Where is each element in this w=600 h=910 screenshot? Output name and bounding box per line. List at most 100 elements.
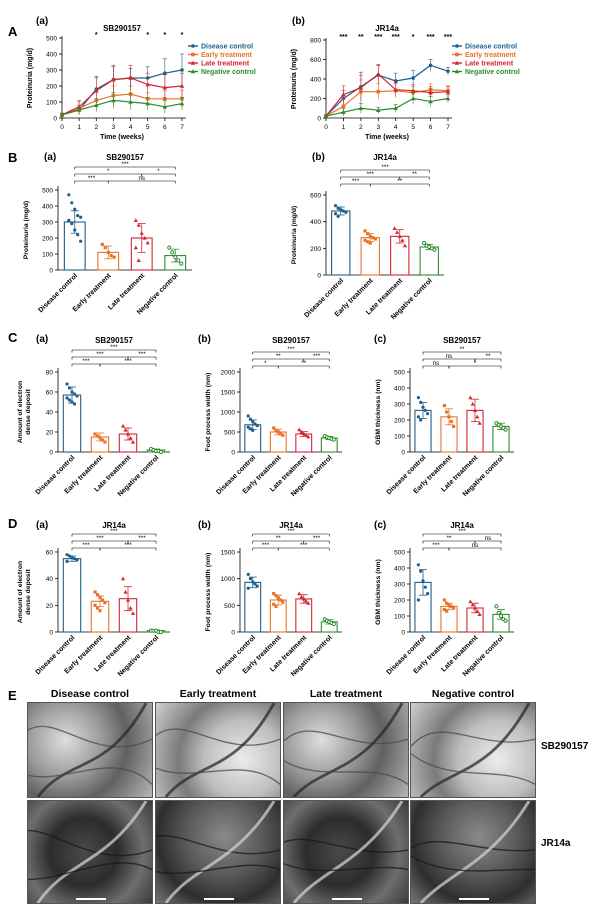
membrane-curve xyxy=(36,801,148,903)
data-point xyxy=(470,602,475,607)
data-point xyxy=(93,102,99,107)
data-point xyxy=(299,429,304,434)
y-tick-label: 0 xyxy=(401,450,405,457)
data-point xyxy=(109,254,113,258)
bar-negative-control: Negative control xyxy=(117,628,166,678)
y-tick-label: 500 xyxy=(224,430,235,437)
data-point xyxy=(246,425,250,429)
series-negative-control xyxy=(59,92,185,117)
y-tick-label: 300 xyxy=(42,220,53,227)
chart-title: JR14a xyxy=(450,521,474,530)
significance-label: *** xyxy=(300,542,308,549)
section-label-b: B xyxy=(8,150,17,165)
data-point xyxy=(393,105,399,111)
data-point xyxy=(248,417,253,421)
panel-letter: (c) xyxy=(374,520,386,531)
data-point xyxy=(72,392,77,396)
data-point xyxy=(98,436,102,440)
y-tick-label: 300 xyxy=(394,582,405,589)
significance-bracket: *** xyxy=(252,346,330,355)
significance-label: *** xyxy=(138,351,146,358)
data-point xyxy=(128,435,133,440)
significance-bracket: ** xyxy=(252,535,305,544)
y-axis-label: Amount of electron xyxy=(17,381,24,443)
data-point xyxy=(103,246,107,250)
data-point xyxy=(341,104,346,109)
y-tick-label: 2000 xyxy=(221,370,236,377)
data-point xyxy=(468,599,473,604)
significance-label: *** xyxy=(313,353,321,360)
significance-label: ** xyxy=(397,178,402,185)
significance-label: ** xyxy=(412,171,417,178)
panel-letter: (b) xyxy=(292,16,305,27)
y-tick-label: 20 xyxy=(46,430,54,437)
y-axis-label: Proteinuria (mg/d) xyxy=(291,206,298,265)
data-point xyxy=(70,222,74,226)
data-point xyxy=(400,238,405,242)
data-point xyxy=(419,418,423,422)
data-point xyxy=(306,434,311,439)
data-point xyxy=(445,410,449,414)
significance-bracket: * xyxy=(252,360,279,369)
membrane-curve xyxy=(28,767,152,785)
data-point xyxy=(251,580,255,584)
panel-letter: (b) xyxy=(312,152,325,163)
panel-letter: (b) xyxy=(198,334,211,345)
data-point xyxy=(341,209,345,213)
panel-letter: (a) xyxy=(36,16,48,27)
data-point xyxy=(111,98,116,103)
data-point xyxy=(103,440,107,444)
legend-marker xyxy=(454,60,460,65)
data-point xyxy=(428,90,433,95)
data-point xyxy=(253,422,257,426)
x-tick-label: 0 xyxy=(60,124,64,131)
y-axis-label: Foot process width (nm) xyxy=(205,553,212,632)
legend-entry: Early treatment xyxy=(465,52,517,59)
data-point xyxy=(130,439,136,444)
data-point xyxy=(281,433,285,437)
y-tick-label: 0 xyxy=(317,273,321,280)
series-negative-control xyxy=(323,92,451,118)
data-point xyxy=(392,226,397,230)
membrane-curve xyxy=(28,829,152,857)
significance-label: *** xyxy=(262,542,270,549)
data-point xyxy=(301,431,306,436)
significance-label: *** xyxy=(82,542,90,549)
data-point xyxy=(426,412,430,416)
micrograph-jr14a-early-treatment xyxy=(155,800,281,904)
data-point xyxy=(76,107,82,112)
significance-label: *** xyxy=(110,528,118,535)
significance-bracket: *** xyxy=(74,161,176,170)
significance-bracket: *** xyxy=(71,542,101,551)
data-point xyxy=(75,394,79,398)
data-point xyxy=(503,427,508,432)
y-axis-label: Foot process width (nm) xyxy=(205,373,212,452)
y-tick-label: 300 xyxy=(46,68,57,75)
x-tick-label: 0 xyxy=(324,124,328,131)
micrograph-column-title: Early treatment xyxy=(179,688,257,700)
bar xyxy=(331,210,351,276)
legend-marker xyxy=(191,44,195,48)
data-point xyxy=(179,261,184,266)
y-axis-label: Amount of electron xyxy=(17,561,24,623)
panel-letter: (a) xyxy=(36,520,48,531)
data-point xyxy=(98,595,102,599)
data-point xyxy=(375,71,381,76)
significance-label: ns xyxy=(472,542,479,549)
data-point xyxy=(125,431,131,436)
y-tick-label: 200 xyxy=(310,96,321,103)
data-point xyxy=(75,558,79,562)
data-point xyxy=(128,99,133,104)
data-point xyxy=(179,101,185,106)
data-point xyxy=(70,390,74,394)
y-tick-label: 0 xyxy=(49,630,53,637)
membrane-curve xyxy=(284,760,408,785)
micrograph-column-title: Disease control xyxy=(50,688,130,700)
micrograph-sb290157-late-treatment xyxy=(283,702,409,798)
data-point xyxy=(371,236,375,240)
significance-label: ns xyxy=(446,353,453,360)
chart-title: SB290157 xyxy=(95,336,133,345)
y-tick-label: 0 xyxy=(231,630,235,637)
significance-label: *** xyxy=(96,535,104,542)
significance-bracket: *** xyxy=(71,535,129,544)
